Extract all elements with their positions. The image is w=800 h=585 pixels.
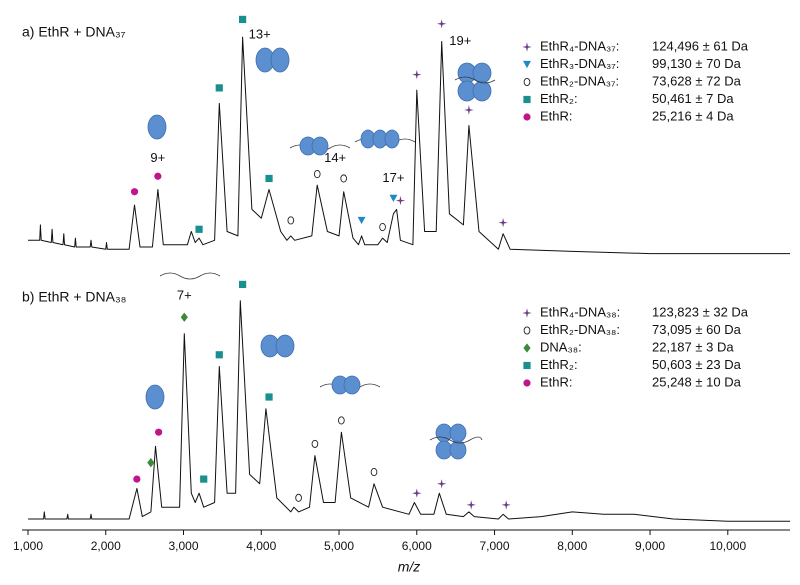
triangle-marker (389, 194, 398, 202)
panel-title: a) EthR + DNA₃₇ (22, 24, 126, 40)
x-tick-label: 7,000 (480, 539, 510, 553)
open-circle-marker (523, 77, 531, 87)
circle-marker (155, 428, 163, 436)
open-circle-marker (523, 326, 531, 335)
star-marker (437, 19, 447, 29)
x-axis-label: m/z (398, 559, 421, 575)
legend-mass: 124,496 ± 61 Da (652, 38, 749, 53)
charge-label: 14+ (324, 150, 346, 165)
legend-mass: 99,130 ± 70 Da (652, 56, 742, 71)
open-circle-marker (340, 174, 348, 183)
dimer-cartoon (275, 334, 295, 358)
x-tick-label: 6,000 (402, 539, 432, 553)
square-marker (195, 225, 203, 233)
charge-label: 13+ (249, 26, 271, 41)
square-marker (239, 280, 247, 289)
star-marker (395, 195, 406, 206)
charge-label: 9+ (150, 150, 165, 165)
legend-mass: 22,187 ± 3 Da (652, 339, 734, 354)
dna-cartoon (159, 272, 221, 280)
diamond-marker (523, 343, 531, 353)
circle-marker (523, 113, 531, 121)
open-circle-marker (295, 493, 302, 502)
legend-label: EthR₂-DNA₃₈: (540, 322, 620, 337)
monomer-cartoon (145, 384, 165, 410)
legend-label: EthR₃-DNA₃₇: (540, 56, 619, 71)
circle-marker (130, 188, 139, 196)
legend-mass: 25,248 ± 10 Da (652, 374, 742, 389)
legend-label: EthR: (540, 374, 573, 389)
square-marker (523, 361, 531, 370)
circle-marker (133, 475, 141, 483)
x-tick-label: 4,000 (246, 539, 276, 553)
square-marker (239, 15, 247, 24)
dna-cartoon (454, 76, 496, 84)
legend-label: EthR₂: (540, 357, 578, 372)
x-tick-label: 9,000 (635, 539, 665, 553)
x-tick-label: 2,000 (91, 539, 121, 553)
charge-label: 7+ (177, 288, 192, 303)
open-circle-marker (311, 439, 319, 448)
diamond-marker (147, 457, 155, 468)
dna-cartoon (429, 436, 483, 444)
star-marker (412, 70, 422, 80)
legend-label: EthR₂-DNA₃₇: (540, 73, 619, 88)
circle-marker (154, 172, 162, 180)
open-circle-marker (379, 223, 386, 232)
charge-label: 19+ (449, 33, 471, 48)
dimer-dna-cartoon (343, 375, 361, 395)
diamond-marker (180, 312, 188, 322)
triangle-marker (357, 216, 366, 225)
tetramer-dna-cartoon (449, 440, 467, 460)
star-marker (501, 500, 511, 510)
x-tick-label: 5,000 (324, 539, 354, 553)
open-circle-marker (338, 416, 345, 425)
panel-title: b) EthR + DNA₃₈ (22, 289, 126, 305)
square-marker (200, 475, 208, 483)
open-circle-marker (287, 216, 295, 225)
open-circle-marker (313, 170, 321, 179)
open-circle-marker (370, 468, 378, 477)
star-marker (466, 500, 476, 510)
x-tick-label: 1,000 (13, 539, 43, 553)
legend-label: EthR₄-DNA₃₇: (540, 38, 619, 53)
legend-label: EthR₄-DNA₃₈: (540, 304, 620, 319)
tetramer-dna-cartoon (472, 80, 492, 102)
x-tick-label: 8,000 (557, 539, 587, 553)
square-marker (265, 393, 273, 401)
monomer-cartoon (147, 114, 167, 140)
legend-mass: 50,603 ± 23 Da (652, 357, 742, 372)
star-marker (437, 479, 447, 489)
trimer-dna-cartoon (384, 129, 400, 149)
square-marker (215, 351, 223, 359)
x-tick-label: 3,000 (168, 539, 198, 553)
square-marker (265, 174, 273, 183)
legend-mass: 25,216 ± 4 Da (652, 108, 734, 123)
legend-label: EthR₂: (540, 91, 578, 106)
tetramer-dna-cartoon (449, 423, 467, 443)
legend-mass: 50,461 ± 7 Da (652, 91, 734, 106)
star-marker (522, 42, 532, 52)
dimer-dna-cartoon (311, 136, 329, 156)
legend-label: DNA₃₈: (540, 339, 582, 354)
charge-label: 17+ (382, 170, 404, 185)
dimer-cartoon (270, 47, 290, 73)
star-marker (498, 218, 508, 228)
cartoons (145, 47, 496, 460)
star-marker (464, 105, 474, 115)
legend-mass: 73,095 ± 60 Da (652, 322, 742, 337)
star-marker (522, 308, 532, 318)
star-marker (412, 488, 422, 498)
spectrum-line (28, 36, 790, 255)
spectrum-line (28, 300, 790, 522)
square-marker (523, 95, 531, 104)
legend-label: EthR: (540, 108, 573, 123)
circle-marker (523, 379, 531, 387)
legend-mass: 123,823 ± 32 Da (652, 304, 749, 319)
triangle-marker (523, 60, 531, 69)
legend-mass: 73,628 ± 72 Da (652, 73, 742, 88)
square-marker (215, 84, 223, 92)
x-tick-label: 10,000 (709, 539, 746, 553)
